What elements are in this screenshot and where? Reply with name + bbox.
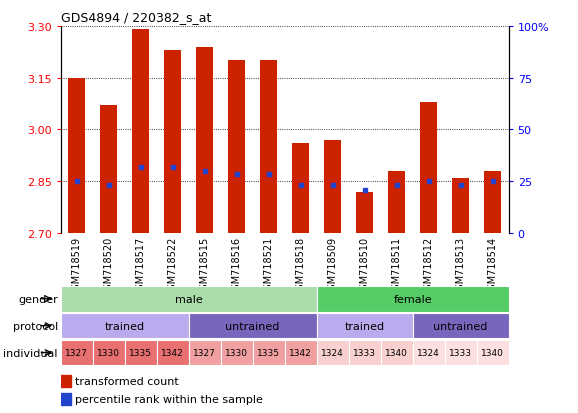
Bar [196, 47, 213, 233]
Text: female: female [394, 294, 432, 304]
Bar [221, 340, 253, 366]
Text: 1335: 1335 [257, 348, 280, 357]
Bar [292, 144, 309, 233]
Text: 1333: 1333 [449, 348, 472, 357]
Bar [228, 61, 246, 233]
Bar [413, 340, 444, 366]
Text: transformed count: transformed count [75, 376, 179, 386]
Bar [317, 313, 413, 339]
Text: protocol: protocol [13, 321, 58, 331]
Text: individual: individual [3, 348, 58, 358]
Bar [188, 313, 317, 339]
Text: percentile rank within the sample: percentile rank within the sample [75, 394, 263, 404]
Bar [61, 286, 317, 312]
Text: gender: gender [18, 294, 58, 304]
Text: untrained: untrained [434, 321, 488, 331]
Bar [253, 340, 285, 366]
Text: trained: trained [344, 321, 385, 331]
Text: 1327: 1327 [65, 348, 88, 357]
Bar [356, 192, 373, 233]
Bar [61, 340, 92, 366]
Text: 1333: 1333 [353, 348, 376, 357]
Bar [92, 340, 125, 366]
Text: 1342: 1342 [289, 348, 312, 357]
Text: 1330: 1330 [97, 348, 120, 357]
Bar [420, 102, 438, 233]
Text: 1330: 1330 [225, 348, 248, 357]
Text: 1335: 1335 [129, 348, 152, 357]
Bar [61, 393, 71, 405]
Text: 1340: 1340 [481, 348, 504, 357]
Text: 1327: 1327 [193, 348, 216, 357]
Bar [444, 340, 477, 366]
Bar [388, 171, 405, 233]
Bar [324, 140, 342, 233]
Bar [484, 171, 502, 233]
Bar [317, 340, 349, 366]
Text: male: male [175, 294, 202, 304]
Bar [317, 286, 509, 312]
Bar [413, 313, 509, 339]
Bar [68, 78, 86, 233]
Text: 1342: 1342 [161, 348, 184, 357]
Bar [381, 340, 413, 366]
Text: 1340: 1340 [385, 348, 408, 357]
Bar [132, 30, 150, 233]
Text: 1324: 1324 [417, 348, 440, 357]
Bar [157, 340, 188, 366]
Text: GDS4894 / 220382_s_at: GDS4894 / 220382_s_at [61, 11, 211, 24]
Bar [164, 51, 181, 233]
Bar [452, 178, 469, 233]
Bar [61, 375, 71, 387]
Bar [477, 340, 509, 366]
Bar [188, 340, 221, 366]
Bar [284, 340, 317, 366]
Text: untrained: untrained [225, 321, 280, 331]
Bar [349, 340, 381, 366]
Bar [61, 313, 188, 339]
Bar [100, 106, 117, 233]
Bar [260, 61, 277, 233]
Bar [125, 340, 157, 366]
Text: 1324: 1324 [321, 348, 344, 357]
Text: trained: trained [105, 321, 144, 331]
